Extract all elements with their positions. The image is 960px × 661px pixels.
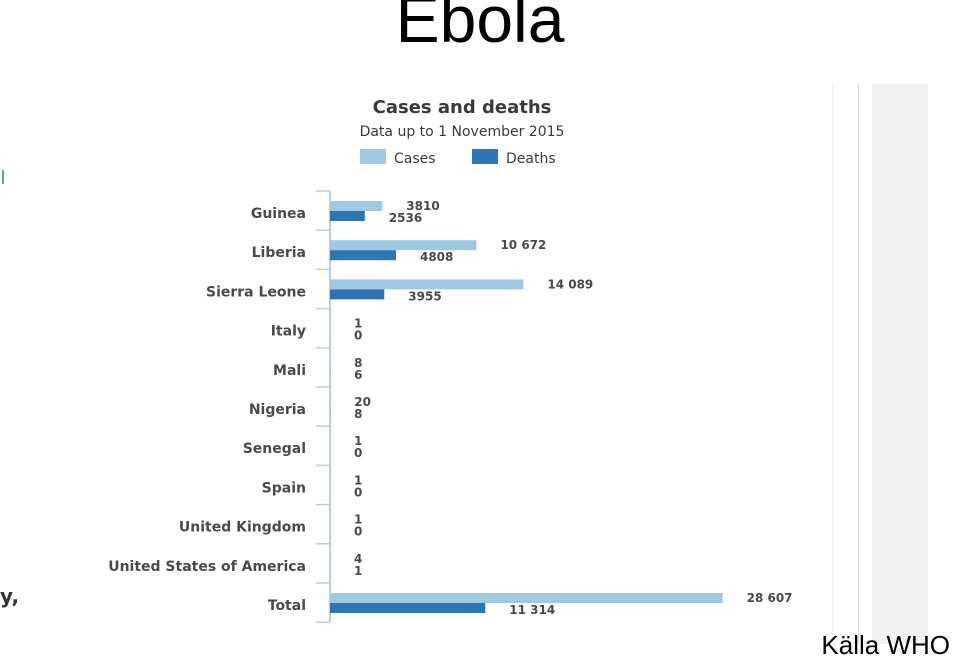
data-label-deaths: 0 <box>354 525 362 539</box>
chart-title: Cases and deaths <box>373 97 552 118</box>
category-label: Italy <box>271 324 306 340</box>
data-label-deaths: 0 <box>354 446 362 460</box>
bar-deaths <box>330 603 485 613</box>
bar-cases <box>330 240 476 250</box>
category-label: Liberia <box>252 245 306 261</box>
bar-deaths <box>330 289 384 299</box>
data-label-deaths: 4808 <box>420 250 453 264</box>
category-label: Senegal <box>243 441 306 457</box>
chart-subtitle: Data up to 1 November 2015 <box>360 124 565 140</box>
data-label-deaths: 11 314 <box>509 603 555 617</box>
bar-deaths <box>330 250 396 260</box>
bar-cases <box>330 593 723 603</box>
data-label-deaths: 3955 <box>408 289 441 303</box>
data-label-deaths: 8 <box>354 407 362 421</box>
data-label-deaths: 2536 <box>389 211 422 225</box>
category-label: Mali <box>273 363 306 379</box>
bar-cases <box>330 279 523 289</box>
legend-swatch-cases <box>360 149 386 164</box>
category-label: Sierra Leone <box>206 284 306 300</box>
source-note: Källa WHO <box>821 630 950 661</box>
data-label-cases: 10 672 <box>500 238 546 252</box>
category-label: United States of America <box>108 559 306 575</box>
category-label: Spain <box>262 480 306 496</box>
data-label-deaths: 1 <box>354 564 362 578</box>
data-label-cases: 28 607 <box>747 591 793 605</box>
data-label-cases: 14 089 <box>547 277 593 291</box>
category-label: Guinea <box>251 206 306 222</box>
bar-cases <box>330 201 382 211</box>
legend-swatch-deaths <box>472 149 498 164</box>
category-label: United Kingdom <box>179 520 306 536</box>
data-label-deaths: 0 <box>354 485 362 499</box>
legend-label-deaths: Deaths <box>506 151 556 167</box>
category-label: Total <box>268 598 306 614</box>
bar-deaths <box>330 211 365 221</box>
legend-label-cases: Cases <box>394 151 436 167</box>
category-label: Nigeria <box>249 402 306 418</box>
data-label-deaths: 6 <box>354 368 362 382</box>
data-label-deaths: 0 <box>354 329 362 343</box>
